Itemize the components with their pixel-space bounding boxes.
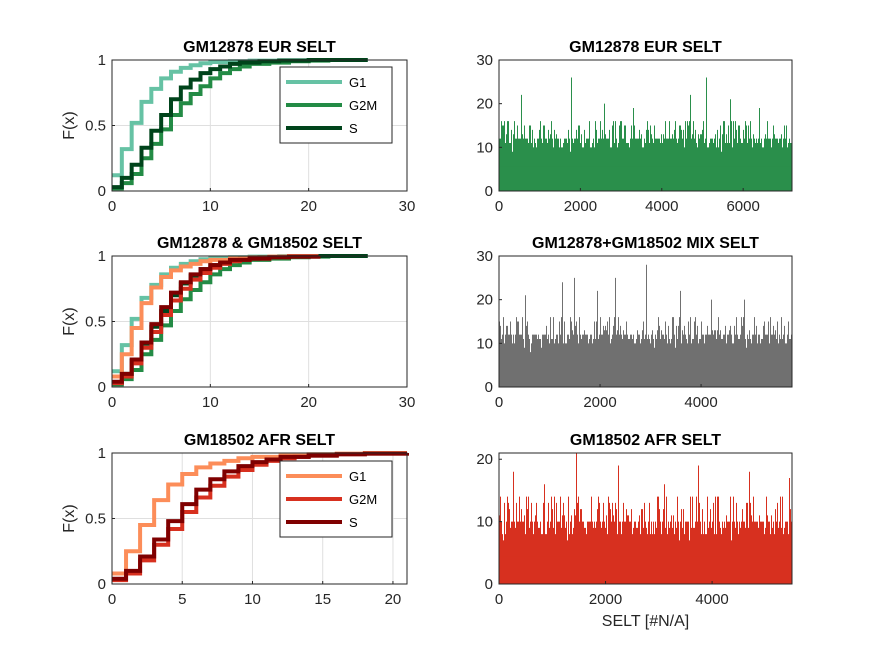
legend: G1 G2M S [279, 460, 393, 538]
legend-label: G1 [349, 469, 366, 484]
y-tick-label: 20 [476, 292, 493, 309]
x-tick-label: 0 [108, 198, 116, 215]
chart-title: GM18502 AFR SELT [570, 432, 721, 449]
x-tick-label: 30 [399, 198, 416, 215]
cdf_mix-panel: 0 10 20 30 0 0.5 1 GM12878 & GM18502 SELT F(x) [61, 235, 415, 411]
y-tick-label: 0 [485, 379, 493, 396]
x-tick-label: 5 [178, 591, 186, 608]
x-tick-label: 0 [495, 591, 503, 608]
y-tick-label: 1 [98, 445, 106, 462]
histogram-base [499, 556, 792, 584]
x-tick-label: 2000 [589, 591, 622, 608]
y-tick-label: 10 [476, 514, 493, 531]
x-tick-label: 2000 [564, 198, 597, 215]
y-tick-label: 20 [476, 451, 493, 468]
chart-title: GM12878 EUR SELT [183, 39, 336, 56]
chart-title: GM12878 & GM18502 SELT [157, 235, 362, 252]
y-tick-label: 0.5 [85, 511, 106, 528]
y-tick-label: 0 [485, 183, 493, 200]
legend-label: G2M [349, 98, 377, 113]
chart-title: GM18502 AFR SELT [184, 432, 335, 449]
y-axis-label: F(x) [61, 504, 78, 532]
chart-title: GM12878 EUR SELT [569, 39, 722, 56]
x-tick-label: 0 [108, 394, 116, 411]
y-tick-label: 30 [476, 52, 493, 69]
y-tick-label: 0.5 [85, 118, 106, 135]
x-axis-label: SELT [#N/A] [602, 613, 689, 630]
y-tick-label: 20 [476, 96, 493, 113]
y-tick-label: 0 [98, 183, 106, 200]
x-tick-label: 20 [300, 394, 317, 411]
chart-title: GM12878+GM18502 MIX SELT [532, 235, 759, 252]
x-tick-label: 30 [399, 394, 416, 411]
legend-label: G1 [349, 75, 366, 90]
y-tick-label: 1 [98, 52, 106, 69]
x-tick-label: 4000 [645, 198, 678, 215]
cdf-series-5 [112, 254, 321, 384]
legend-label: G2M [349, 492, 377, 507]
x-tick-label: 10 [244, 591, 261, 608]
y-tick-label: 10 [476, 335, 493, 352]
x-tick-label: 15 [314, 591, 331, 608]
histogram-base [499, 362, 792, 387]
x-tick-label: 10 [202, 198, 219, 215]
x-tick-label: 10 [202, 394, 219, 411]
legend: G1 G2M S [279, 66, 393, 144]
x-tick-label: 0 [108, 591, 116, 608]
y-tick-label: 30 [476, 248, 493, 265]
cdf-series-s [112, 451, 409, 581]
axes-box [498, 452, 793, 585]
x-tick-label: 4000 [684, 394, 717, 411]
hist_mix-panel: 0 2000 4000 0 10 20 30 GM12878+GM18502 MIX SELT [476, 235, 793, 411]
hist_eur-panel: 0 2000 4000 6000 0 10 20 30 GM12878 EUR SELT [476, 39, 793, 215]
y-tick-label: 10 [476, 139, 493, 156]
cdf-series-s [112, 58, 368, 190]
x-tick-label: 20 [300, 198, 317, 215]
x-tick-label: 0 [495, 198, 503, 215]
x-tick-label: 2000 [583, 394, 616, 411]
x-tick-label: 6000 [726, 198, 759, 215]
axes-box [498, 59, 793, 192]
y-tick-label: 0 [98, 379, 106, 396]
x-tick-label: 0 [495, 394, 503, 411]
y-tick-label: 1 [98, 248, 106, 265]
cdf_afr-panel: 0 5 10 15 20 0 0.5 1 GM18502 AFR SELT F(x) G1 G2M S [61, 432, 409, 608]
legend-label: S [349, 515, 358, 530]
cdf_eur-panel: 0 10 20 30 0 0.5 1 GM12878 EUR SELT F(x) G1 G2M S [61, 39, 415, 215]
y-tick-label: 0.5 [85, 314, 106, 331]
histogram-base [499, 166, 792, 191]
axes-box [498, 255, 793, 388]
x-tick-label: 20 [385, 591, 402, 608]
hist_afr-panel: 0 2000 4000 0 10 20 GM18502 AFR SELT SELT [#N/A… [476, 432, 793, 630]
y-axis-label: F(x) [61, 111, 78, 139]
x-tick-label: 4000 [695, 591, 728, 608]
y-tick-label: 0 [485, 576, 493, 593]
y-tick-label: 0 [98, 576, 106, 593]
y-axis-label: F(x) [61, 307, 78, 335]
legend-label: S [349, 121, 358, 136]
